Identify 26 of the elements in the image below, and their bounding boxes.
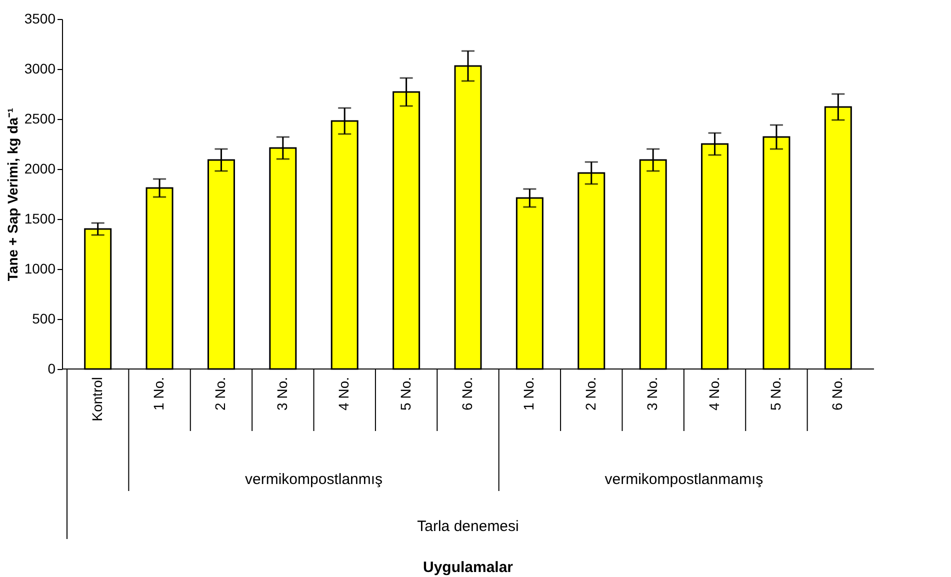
- y-axis-title: Tane + Sap Verimi, kg da⁻¹: [4, 108, 20, 282]
- x-tick-label: 4 No.: [336, 377, 352, 410]
- y-tick-label: 1500: [24, 210, 56, 226]
- text: Uygulamalar: [422, 559, 514, 576]
- x-tick-label: 3 No.: [274, 377, 290, 410]
- x-tick-label: 1 No.: [520, 377, 537, 410]
- x-tick-label: 2 No.: [212, 377, 228, 410]
- x-tick-label: 6 No.: [829, 377, 846, 410]
- text: vermikompostlanmamış: [604, 471, 764, 488]
- x-tick-label: 5 No.: [767, 377, 784, 410]
- y-tick-label: 3000: [24, 60, 56, 76]
- text: Tarla denemesi: [417, 518, 519, 535]
- x-tick-label: 1 No.: [150, 377, 167, 410]
- y-tick-label: 2000: [24, 160, 56, 176]
- y-tick-label: 3500: [24, 10, 56, 26]
- y-tick-label: 1000: [24, 260, 56, 276]
- y-tick-label: 2500: [24, 110, 56, 126]
- text: vermikompostlanmış: [244, 471, 383, 488]
- y-tick-label: 500: [32, 310, 56, 326]
- x-tick-label: 6 No.: [459, 377, 475, 410]
- x-tick-label: 2 No.: [582, 377, 598, 410]
- x-tick-label: 3 No.: [644, 377, 660, 410]
- x-tick-label: 4 No.: [706, 377, 722, 410]
- y-tick-label: 0: [48, 360, 56, 376]
- x-tick-label: Kontrol: [88, 377, 105, 422]
- x-tick-label: 5 No.: [397, 377, 414, 410]
